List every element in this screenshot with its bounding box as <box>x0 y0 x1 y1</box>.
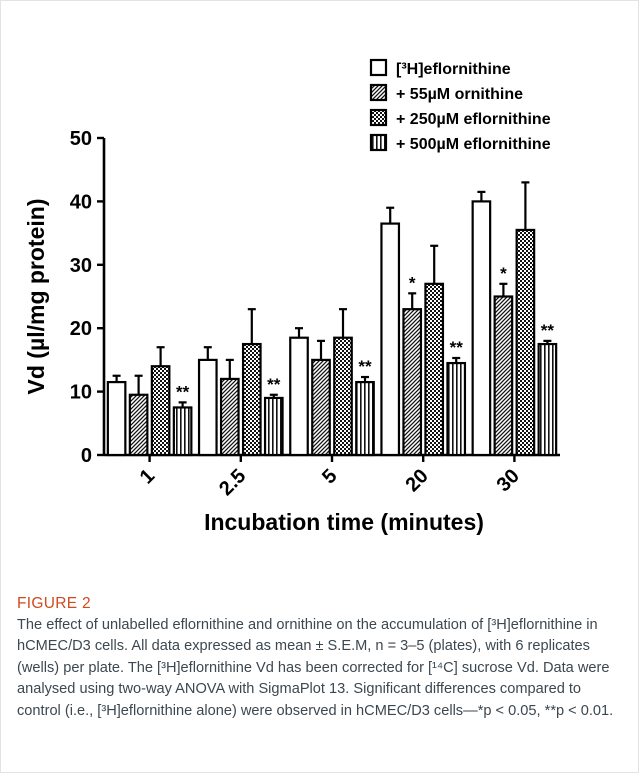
bar <box>380 222 401 457</box>
legend-swatch <box>369 108 388 127</box>
y-tick-label: 10 <box>70 382 92 404</box>
legend-label: + 250µM eflornithine <box>396 111 551 128</box>
significance-label: ** <box>450 338 464 357</box>
bar <box>241 342 262 457</box>
figure-label: FIGURE 2 <box>17 595 91 612</box>
x-tick-label: 2.5 <box>215 465 250 500</box>
bar <box>493 295 514 457</box>
bar <box>333 336 353 457</box>
legend-label: + 55µM ornithine <box>396 86 523 103</box>
legend-swatch <box>369 133 388 152</box>
bar <box>219 377 240 457</box>
significance-label: * <box>500 264 507 283</box>
bar <box>515 228 536 457</box>
bar <box>150 365 171 457</box>
y-axis-label: Vd (µl/mg protein) <box>23 199 49 395</box>
significance-label: ** <box>541 321 555 340</box>
legend-label: + 500µM eflornithine <box>396 136 551 153</box>
significance-label: ** <box>267 375 281 394</box>
y-tick-label: 30 <box>70 255 92 277</box>
bar-chart: 0 10 20 30 40 50 Vd (µl/mg protein) Incubation … <box>23 58 560 535</box>
significance-label: ** <box>358 357 372 376</box>
bar <box>263 396 284 457</box>
x-tick-label: 1 <box>136 465 159 488</box>
y-tick-label: 40 <box>70 191 92 213</box>
bar <box>402 308 423 457</box>
bar <box>471 200 492 457</box>
x-tick-label: 5 <box>318 465 341 488</box>
x-tick-label: 30 <box>493 465 524 496</box>
bar <box>106 380 127 457</box>
bar <box>197 358 218 457</box>
x-tick-label: 20 <box>401 465 432 496</box>
y-tick-label: 0 <box>81 445 92 467</box>
figure-caption: FIGURE 2 The effect of unlabelled eflorn… <box>17 595 625 722</box>
x-axis-label: Incubation time (minutes) <box>204 509 484 535</box>
legend-swatch <box>369 83 388 102</box>
significance-label: * <box>409 273 416 292</box>
legend-label: [³H]eflornithine <box>396 61 511 78</box>
bar <box>172 406 193 457</box>
bar <box>446 361 467 457</box>
caption-text: The effect of unlabelled eflornithine an… <box>17 617 614 719</box>
y-tick-label: 20 <box>70 318 92 340</box>
y-tick-label: 50 <box>70 128 92 150</box>
significance-label: ** <box>176 382 190 401</box>
bar <box>355 380 375 457</box>
bar <box>537 342 558 457</box>
legend-swatch <box>369 58 388 77</box>
bar <box>311 358 331 457</box>
bar <box>424 282 445 457</box>
bar <box>128 393 149 457</box>
bar <box>289 336 309 457</box>
